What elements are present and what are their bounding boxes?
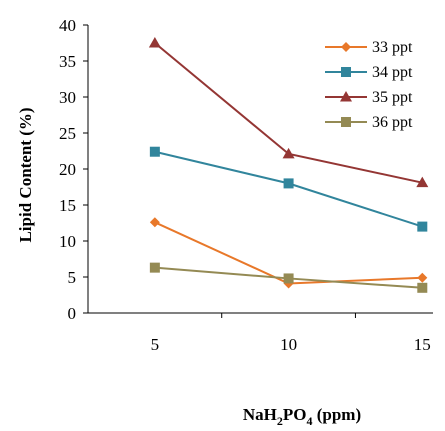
y-tick-label: 10 <box>59 232 76 251</box>
data-point <box>149 217 160 228</box>
legend-label: 34 ppt <box>372 64 413 81</box>
data-point <box>417 221 428 232</box>
legend-marker <box>341 117 351 127</box>
x-axis-title-sub1: 2 <box>277 414 283 428</box>
series-line <box>154 150 423 228</box>
y-tick-label: 30 <box>59 88 76 107</box>
legend-label: 36 ppt <box>372 114 413 131</box>
legend-item: 34 ppt <box>325 64 413 81</box>
x-axis-title-main: NaH <box>243 405 277 424</box>
x-tick-labels: 5 10 15 <box>151 335 431 354</box>
data-point <box>283 273 294 284</box>
y-tick-label: 5 <box>68 268 77 287</box>
y-tick-label: 40 <box>59 16 76 35</box>
y-tick-labels: 0 5 10 15 20 25 30 35 40 <box>59 16 76 323</box>
x-axis-title-unit: (ppm) <box>312 405 361 424</box>
y-tick-label: 0 <box>68 304 77 323</box>
data-point <box>416 176 429 188</box>
x-axis-title-sub2: 4 <box>306 414 312 428</box>
legend-item: 36 ppt <box>325 114 413 131</box>
x-tick-label: 10 <box>280 335 297 354</box>
data-point <box>417 282 428 293</box>
legend-item: 33 ppt <box>325 39 413 56</box>
x-axis-title: NaH2PO4 (ppm) <box>243 405 361 428</box>
data-point <box>282 147 295 159</box>
axes <box>83 24 433 318</box>
legend: 33 ppt 34 ppt 35 ppt 36 ppt <box>325 39 413 131</box>
legend-label: 35 ppt <box>372 89 413 106</box>
x-tick-label: 5 <box>151 335 160 354</box>
series-lines <box>148 37 429 293</box>
legend-marker <box>341 67 351 77</box>
y-tick-label: 35 <box>59 52 76 71</box>
data-point <box>149 262 160 273</box>
data-point <box>417 272 428 283</box>
y-tick-label: 25 <box>59 124 76 143</box>
legend-label: 33 ppt <box>372 39 413 56</box>
legend-item: 35 ppt <box>325 89 413 106</box>
legend-marker <box>340 91 352 102</box>
y-axis-title: Lipid Content (%) <box>16 107 35 242</box>
y-tick-label: 15 <box>59 196 76 215</box>
series-35-ppt <box>148 37 429 188</box>
y-tick-label: 20 <box>59 160 76 179</box>
data-point <box>283 178 294 189</box>
series-34-ppt <box>149 146 428 232</box>
legend-marker <box>341 42 351 52</box>
x-axis-title-mid: PO <box>283 405 307 424</box>
data-point <box>149 146 160 157</box>
series-36-ppt <box>149 262 428 293</box>
data-point <box>148 37 161 48</box>
x-tick-label: 15 <box>414 335 431 354</box>
